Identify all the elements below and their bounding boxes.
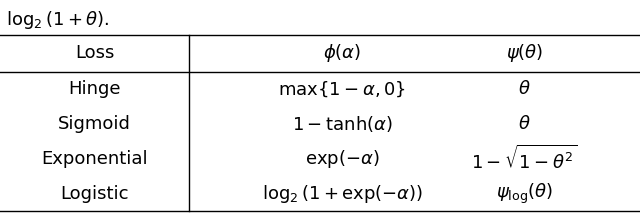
Text: Loss: Loss — [75, 44, 115, 62]
Text: $\log_2(1+\exp(-\alpha))$: $\log_2(1+\exp(-\alpha))$ — [262, 183, 423, 205]
Text: $\theta$: $\theta$ — [518, 115, 531, 133]
Text: Sigmoid: Sigmoid — [58, 115, 131, 133]
Text: $1-\sqrt{1-\theta^2}$: $1-\sqrt{1-\theta^2}$ — [472, 145, 578, 173]
Text: $\exp(-\alpha)$: $\exp(-\alpha)$ — [305, 148, 380, 170]
Text: Hinge: Hinge — [68, 80, 121, 98]
Text: $\psi_{\mathrm{log}}(\theta)$: $\psi_{\mathrm{log}}(\theta)$ — [496, 182, 554, 206]
Text: Exponential: Exponential — [42, 150, 148, 168]
Text: $\phi(\alpha)$: $\phi(\alpha)$ — [323, 43, 362, 64]
Text: $\psi(\theta)$: $\psi(\theta)$ — [506, 43, 543, 64]
Text: $1-\tanh(\alpha)$: $1-\tanh(\alpha)$ — [292, 114, 393, 134]
Text: Logistic: Logistic — [60, 185, 129, 203]
Text: $\theta$: $\theta$ — [518, 80, 531, 98]
Text: $\max\{1-\alpha, 0\}$: $\max\{1-\alpha, 0\}$ — [278, 80, 406, 99]
Text: $\log_2(1+\theta).$: $\log_2(1+\theta).$ — [6, 9, 110, 31]
